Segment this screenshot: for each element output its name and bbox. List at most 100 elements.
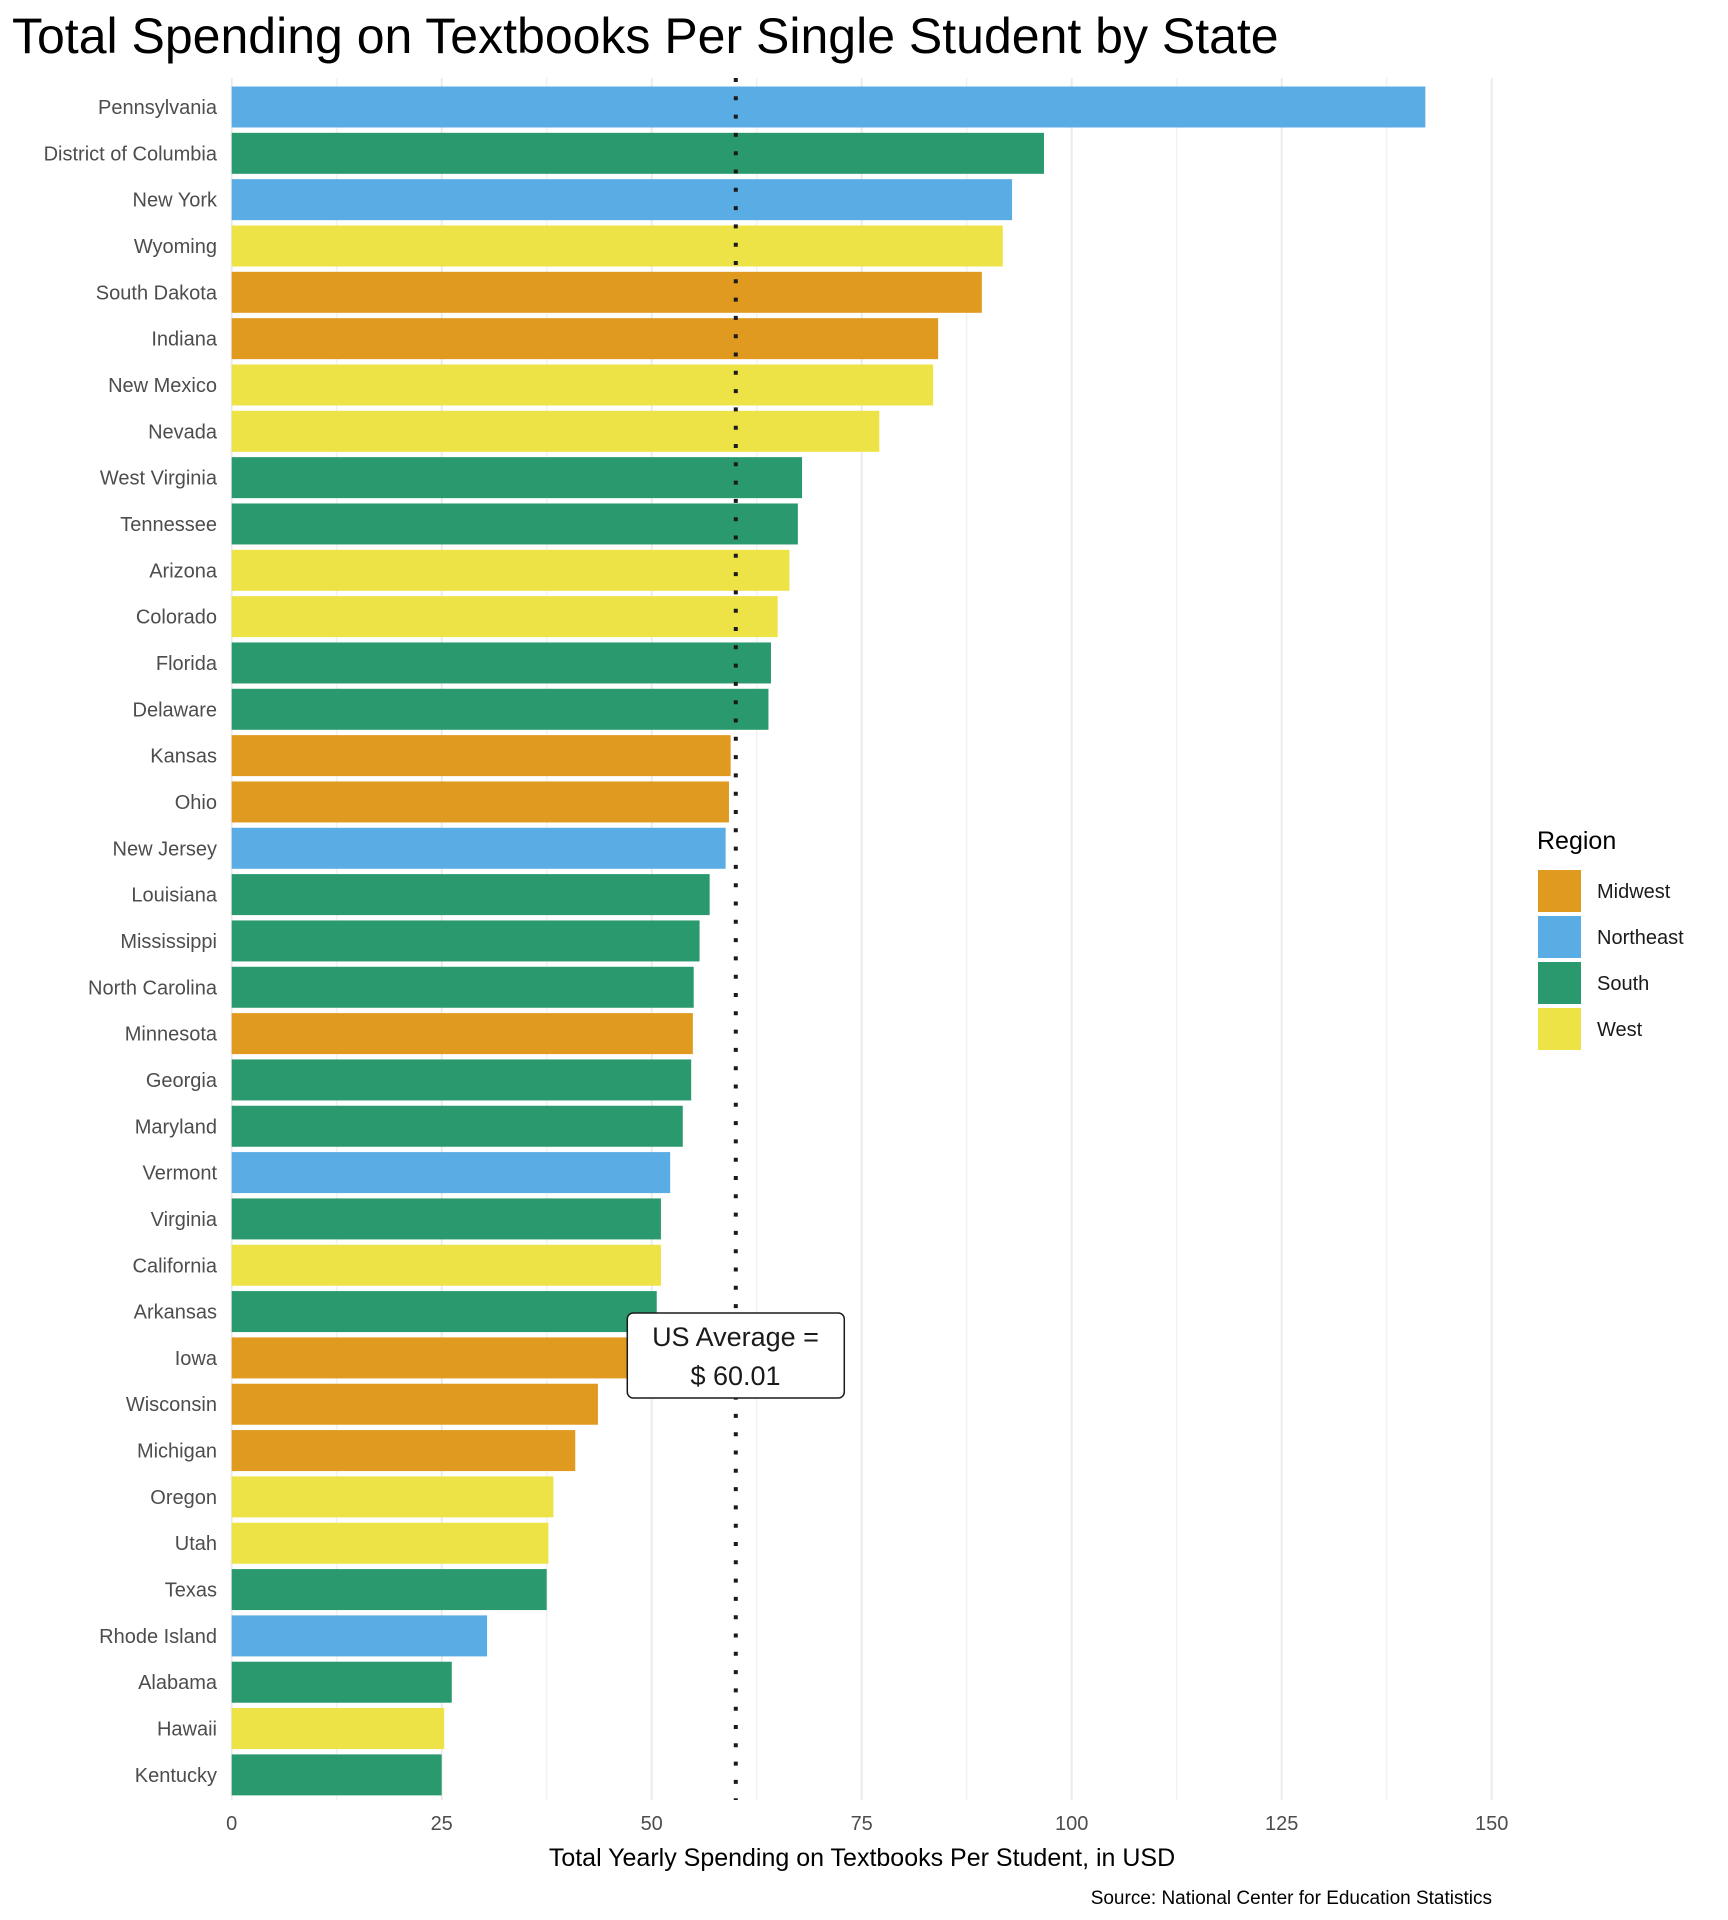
bar-delaware <box>231 688 769 730</box>
state-label: Rhode Island <box>99 1626 217 1648</box>
state-label: Minnesota <box>125 1024 218 1046</box>
state-label: Wyoming <box>134 236 217 258</box>
state-label: Mississippi <box>120 931 217 953</box>
state-label: Texas <box>165 1580 217 1602</box>
bar-new-york <box>231 179 1013 221</box>
state-label: California <box>133 1255 218 1277</box>
bar-hawaii <box>231 1708 445 1750</box>
bar-north-carolina <box>231 966 694 1008</box>
legend-title: Region <box>1537 827 1616 855</box>
x-tick-label: 75 <box>851 1813 873 1835</box>
state-label: Louisiana <box>131 885 218 907</box>
bar-georgia <box>231 1059 692 1101</box>
x-axis-title: Total Yearly Spending on Textbooks Per S… <box>549 1844 1175 1872</box>
bar-texas <box>231 1569 547 1611</box>
bar-virginia <box>231 1198 661 1240</box>
bar-kansas <box>231 735 731 777</box>
state-label: Georgia <box>146 1070 218 1092</box>
bar-alabama <box>231 1661 452 1703</box>
state-label: Kentucky <box>135 1765 217 1787</box>
bar-south-dakota <box>231 271 982 313</box>
state-label: New York <box>133 190 218 212</box>
legend-label-northeast: Northeast <box>1597 927 1684 949</box>
x-tick-label: 50 <box>641 1813 663 1835</box>
bar-wisconsin <box>231 1383 598 1425</box>
bar-rhode-island <box>231 1615 488 1657</box>
state-label: Florida <box>156 653 218 675</box>
chart-title: Total Spending on Textbooks Per Single S… <box>12 8 1279 64</box>
state-label: Maryland <box>135 1116 217 1138</box>
bar-nevada <box>231 410 880 452</box>
us-average-annotation: US Average = $ 60.01 <box>626 1312 846 1399</box>
bar-colorado <box>231 596 778 638</box>
legend-key-south <box>1538 962 1581 1004</box>
state-label: Oregon <box>150 1487 217 1509</box>
state-label: Ohio <box>175 792 217 814</box>
state-label: Delaware <box>133 699 217 721</box>
state-label: South Dakota <box>96 282 218 304</box>
state-label: Hawaii <box>157 1719 217 1741</box>
state-label: Pennsylvania <box>98 97 218 119</box>
bar-mississippi <box>231 920 700 962</box>
x-tick-labels: 0 25 50 75 100 125 150 <box>226 1813 1508 1835</box>
x-tick-label: 25 <box>431 1813 453 1835</box>
bar-new-jersey <box>231 827 726 869</box>
state-label: Virginia <box>151 1209 218 1231</box>
source-caption: Source: National Center for Education St… <box>1091 1888 1492 1909</box>
state-label: Wisconsin <box>126 1394 217 1416</box>
state-label: Indiana <box>151 329 217 351</box>
state-label: Nevada <box>148 421 218 443</box>
bar-ohio <box>231 781 729 823</box>
state-label: Vermont <box>143 1163 218 1185</box>
annotation-box <box>626 1312 846 1399</box>
legend-label-west: West <box>1597 1019 1643 1041</box>
legend-key-northeast <box>1538 916 1581 958</box>
state-label: Colorado <box>136 607 217 629</box>
state-label: Arkansas <box>134 1302 217 1324</box>
x-tick-label: 125 <box>1265 1813 1298 1835</box>
bar-arkansas <box>231 1291 657 1333</box>
state-label: District of Columbia <box>44 143 218 165</box>
legend-label-midwest: Midwest <box>1597 881 1671 903</box>
bar-tennessee <box>231 503 798 545</box>
state-label: Kansas <box>150 746 217 768</box>
bar-florida <box>231 642 771 684</box>
bar-michigan <box>231 1430 576 1472</box>
legend-label-south: South <box>1597 973 1649 995</box>
bar-wyoming <box>231 225 1003 267</box>
bar-utah <box>231 1522 549 1564</box>
bar-district-of-columbia <box>231 132 1044 174</box>
state-label: Utah <box>175 1533 217 1555</box>
bar-vermont <box>231 1152 671 1194</box>
legend-key-midwest <box>1538 870 1581 912</box>
bar-california <box>231 1244 661 1286</box>
state-label: Arizona <box>149 560 218 582</box>
bar-new-mexico <box>231 364 934 406</box>
annotation-line-1: US Average = <box>652 1322 819 1352</box>
bar-pennsylvania <box>231 86 1426 128</box>
bar-oregon <box>231 1476 554 1518</box>
bar-arizona <box>231 549 790 591</box>
x-tick-label: 150 <box>1475 1813 1508 1835</box>
state-label: Iowa <box>175 1348 218 1370</box>
bar-indiana <box>231 318 939 360</box>
x-tick-label: 100 <box>1055 1813 1088 1835</box>
state-label: New Mexico <box>108 375 217 397</box>
state-label: West Virginia <box>100 468 218 490</box>
state-label: New Jersey <box>113 838 217 860</box>
bar-minnesota <box>231 1013 693 1055</box>
legend: Region Midwest Northeast South West <box>1537 827 1684 1050</box>
state-labels: Pennsylvania District of Columbia New York… <box>44 97 218 1787</box>
state-label: Alabama <box>138 1672 218 1694</box>
bar-louisiana <box>231 874 710 916</box>
legend-key-west <box>1538 1008 1581 1050</box>
state-label: North Carolina <box>88 977 218 999</box>
bars <box>231 86 1426 1796</box>
bar-iowa <box>231 1337 635 1379</box>
bar-west-virginia <box>231 457 803 499</box>
bar-maryland <box>231 1105 683 1147</box>
x-tick-label: 0 <box>226 1813 237 1835</box>
annotation-line-2: $ 60.01 <box>690 1361 780 1391</box>
state-label: Tennessee <box>120 514 217 536</box>
